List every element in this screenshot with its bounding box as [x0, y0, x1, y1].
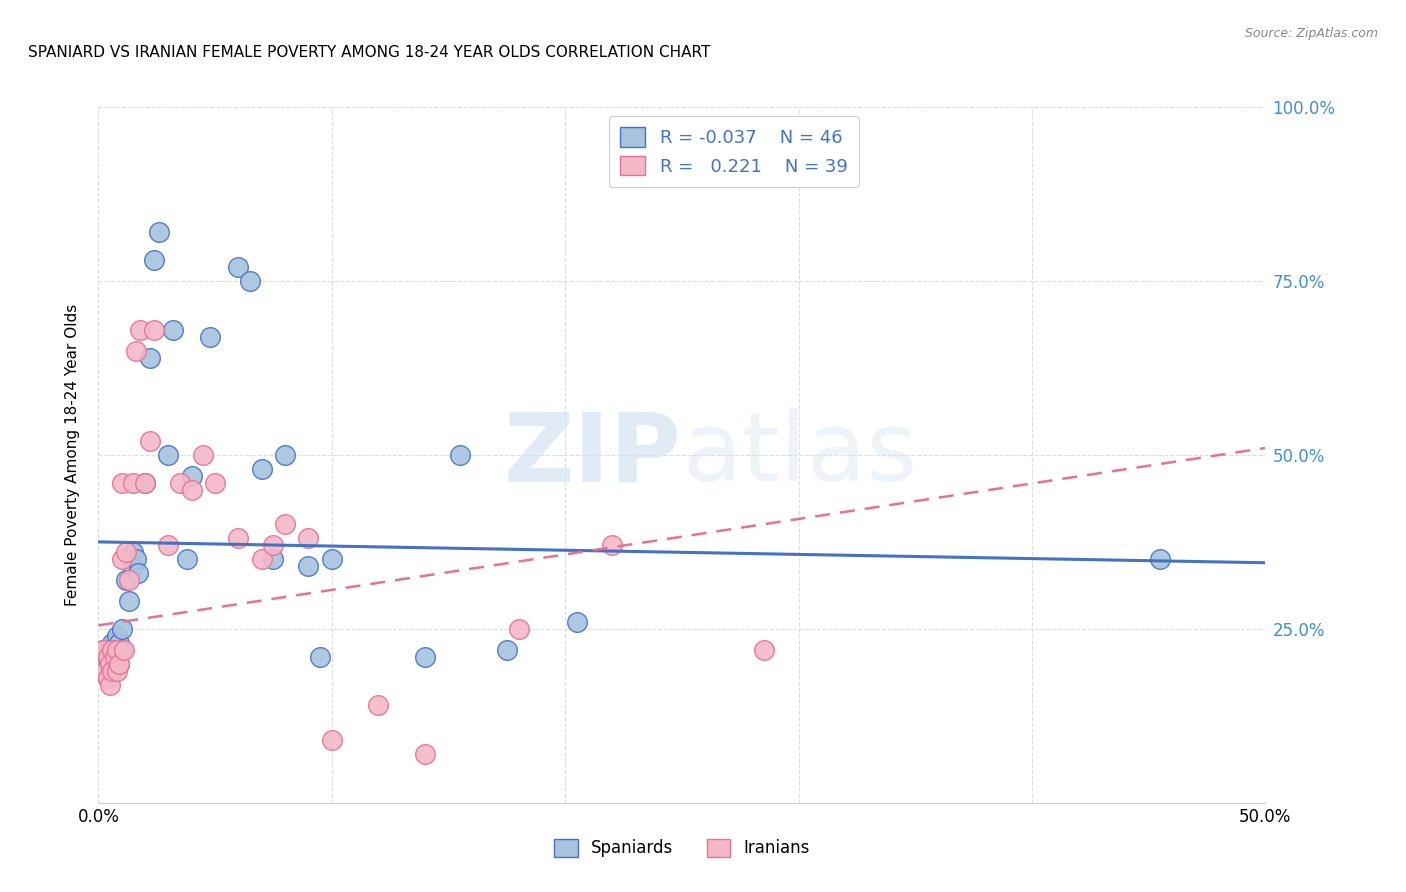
Point: [228, 260, 250, 274]
Point: [143, 253, 166, 268]
Point: [169, 475, 191, 490]
Point: [297, 532, 319, 546]
Point: [134, 475, 156, 490]
Point: [105, 664, 128, 678]
Point: [200, 329, 222, 343]
Point: [262, 552, 284, 566]
Text: SPANIARD VS IRANIAN FEMALE POVERTY AMONG 18-24 YEAR OLDS CORRELATION CHART: SPANIARD VS IRANIAN FEMALE POVERTY AMONG…: [28, 45, 710, 60]
Point: [129, 323, 152, 337]
Point: [98, 657, 121, 671]
Point: [94, 664, 117, 678]
Point: [112, 642, 135, 657]
Text: ZIP: ZIP: [503, 409, 682, 501]
Legend: Spaniards, Iranians: Spaniards, Iranians: [547, 832, 817, 864]
Point: [139, 351, 162, 365]
Point: [262, 538, 284, 552]
Point: [752, 642, 775, 657]
Point: [162, 323, 184, 337]
Point: [204, 475, 226, 490]
Point: [105, 629, 128, 643]
Point: [508, 622, 530, 636]
Point: [97, 671, 120, 685]
Point: [125, 343, 148, 358]
Point: [115, 573, 138, 587]
Point: [105, 642, 128, 657]
Point: [565, 615, 588, 629]
Point: [157, 538, 180, 552]
Point: [600, 538, 623, 552]
Point: [125, 552, 148, 566]
Point: [122, 475, 145, 490]
Point: [134, 475, 156, 490]
Point: [111, 622, 134, 636]
Point: [274, 448, 297, 462]
Point: [176, 552, 198, 566]
Point: [180, 483, 202, 497]
Point: [413, 649, 436, 664]
Point: [98, 642, 121, 657]
Point: [321, 552, 343, 566]
Point: [127, 566, 149, 581]
Point: [94, 664, 117, 678]
Point: [250, 462, 273, 476]
Point: [367, 698, 389, 713]
Text: atlas: atlas: [682, 409, 917, 501]
Point: [115, 545, 138, 559]
Point: [111, 642, 134, 657]
Point: [97, 649, 120, 664]
Point: [250, 552, 273, 566]
Point: [108, 657, 131, 671]
Point: [94, 657, 117, 671]
Point: [413, 747, 436, 761]
Point: [111, 552, 134, 566]
Point: [108, 636, 131, 650]
Point: [309, 649, 332, 664]
Point: [496, 642, 519, 657]
Point: [148, 225, 170, 239]
Point: [321, 733, 343, 747]
Point: [104, 642, 127, 657]
Point: [1149, 552, 1171, 566]
Point: [97, 671, 120, 685]
Point: [118, 594, 141, 608]
Point: [101, 664, 124, 678]
Point: [122, 559, 145, 574]
Point: [97, 649, 120, 664]
Text: Source: ZipAtlas.com: Source: ZipAtlas.com: [1244, 27, 1378, 40]
Point: [111, 475, 134, 490]
Point: [105, 649, 128, 664]
Point: [239, 274, 262, 288]
Point: [98, 677, 121, 691]
Point: [157, 448, 180, 462]
Point: [98, 657, 121, 671]
Point: [91, 642, 114, 657]
Point: [122, 545, 145, 559]
Point: [101, 636, 124, 650]
Point: [297, 559, 319, 574]
Point: [101, 642, 124, 657]
Point: [143, 323, 166, 337]
Point: [91, 642, 114, 657]
Point: [193, 448, 215, 462]
Point: [98, 664, 121, 678]
Point: [139, 434, 162, 448]
Point: [104, 649, 127, 664]
Point: [274, 517, 297, 532]
Point: [108, 657, 131, 671]
Point: [180, 468, 202, 483]
Y-axis label: Female Poverty Among 18-24 Year Olds: Female Poverty Among 18-24 Year Olds: [65, 304, 80, 606]
Point: [104, 657, 127, 671]
Point: [228, 532, 250, 546]
Point: [118, 573, 141, 587]
Point: [449, 448, 471, 462]
Point: [101, 649, 124, 664]
